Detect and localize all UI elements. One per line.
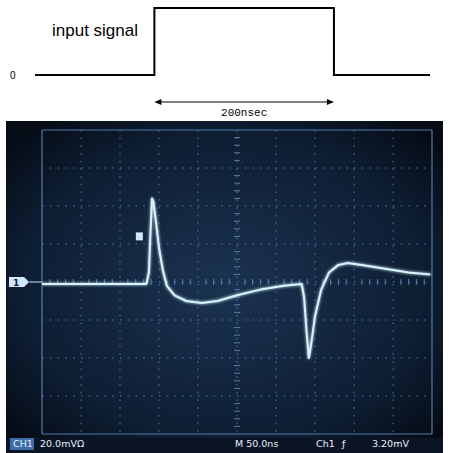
arrow-head <box>327 99 334 105</box>
minor-tick <box>234 304 240 305</box>
ground-label: 1 <box>13 278 19 288</box>
minor-tick <box>234 259 240 260</box>
minor-tick <box>205 279 206 285</box>
minor-tick <box>268 279 269 285</box>
minor-tick <box>234 221 240 222</box>
minor-tick <box>234 426 240 427</box>
minor-tick <box>377 279 378 285</box>
readout-bar <box>6 438 443 453</box>
readout: M 50.0ns <box>235 438 278 449</box>
channel-box <box>10 438 34 450</box>
minor-tick <box>234 373 240 374</box>
arrow-head <box>154 99 161 105</box>
scope-screen <box>6 121 443 453</box>
minor-tick <box>234 251 240 252</box>
minor-tick <box>234 350 240 351</box>
grid-line <box>42 396 432 397</box>
minor-tick <box>234 145 240 146</box>
minor-tick <box>213 279 214 285</box>
minor-tick <box>234 403 240 404</box>
minor-tick <box>400 279 401 285</box>
minor-tick <box>408 279 409 285</box>
grid-line <box>42 320 432 321</box>
grid-line <box>42 168 432 169</box>
minor-tick <box>361 279 362 285</box>
minor-tick <box>385 279 386 285</box>
readout: CH1 <box>13 438 33 449</box>
minor-tick <box>244 279 245 285</box>
minor-tick <box>330 279 331 285</box>
minor-tick <box>234 160 240 161</box>
minor-tick <box>234 213 240 214</box>
trace <box>42 198 430 358</box>
baseline-label: 0 <box>10 70 16 81</box>
trigger-marker <box>136 232 143 240</box>
minor-tick <box>307 279 308 285</box>
grid-line <box>42 433 432 434</box>
input-label: input signal <box>52 21 138 40</box>
minor-tick <box>234 198 240 199</box>
minor-tick <box>234 236 240 237</box>
minor-tick <box>234 388 240 389</box>
minor-tick <box>234 175 240 176</box>
minor-tick <box>190 279 191 285</box>
minor-tick <box>234 342 240 343</box>
minor-tick <box>234 228 240 229</box>
grid-line <box>42 358 432 359</box>
minor-tick <box>234 380 240 381</box>
minor-tick <box>234 190 240 191</box>
width-label: 200nsec <box>221 107 267 119</box>
minor-tick <box>151 279 152 285</box>
minor-tick <box>234 152 240 153</box>
minor-tick <box>369 279 370 285</box>
grid-line <box>42 244 432 245</box>
ground-line <box>29 282 42 283</box>
minor-tick <box>346 279 347 285</box>
minor-tick <box>182 279 183 285</box>
minor-tick <box>283 279 284 285</box>
minor-tick <box>221 279 222 285</box>
minor-tick <box>338 279 339 285</box>
minor-tick <box>234 266 240 267</box>
minor-tick <box>234 183 240 184</box>
trace-group <box>42 198 430 358</box>
figure: input signal 0 200nsec 1 CH1 20.0mVΩ M 50.0ns C… <box>0 0 449 453</box>
minor-tick <box>234 137 240 138</box>
minor-tick <box>416 279 417 285</box>
minor-tick <box>234 418 240 419</box>
minor-tick <box>234 365 240 366</box>
grid-line <box>42 282 432 283</box>
minor-tick <box>234 411 240 412</box>
grid-line <box>42 206 432 207</box>
minor-tick <box>229 279 230 285</box>
minor-tick <box>234 312 240 313</box>
minor-tick <box>234 289 240 290</box>
readout: 20.0mVΩ <box>40 438 84 449</box>
grid-line <box>42 129 432 130</box>
readout: ƒ <box>341 438 346 449</box>
readout: Ch1 <box>316 438 335 449</box>
ground-marker <box>9 277 29 287</box>
minor-tick <box>260 279 261 285</box>
pulse <box>35 8 430 75</box>
width-arrow <box>156 102 332 103</box>
readout: 3.20mV <box>372 438 409 449</box>
minor-tick <box>424 279 425 285</box>
minor-tick <box>174 279 175 285</box>
minor-tick <box>234 335 240 336</box>
minor-tick <box>234 274 240 275</box>
minor-tick <box>234 327 240 328</box>
minor-tick <box>252 279 253 285</box>
